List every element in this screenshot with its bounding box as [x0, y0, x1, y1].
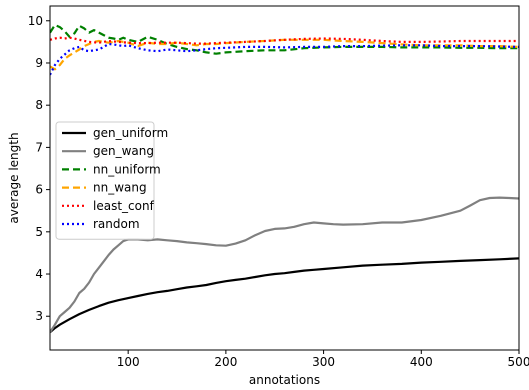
y-tick-label: 6 [35, 183, 43, 197]
x-tick-label: 500 [508, 355, 529, 369]
legend-label-gen-uniform: gen_uniform [93, 126, 168, 140]
series-line-nn-wang [50, 38, 519, 71]
plot-frame [49, 5, 520, 351]
x-tick-label: 300 [312, 355, 335, 369]
y-tick-label: 8 [35, 98, 43, 112]
legend-label-nn-wang: nn_wang [93, 181, 147, 195]
x-tick-label: 400 [410, 355, 433, 369]
legend-label-gen-wang: gen_wang [93, 144, 154, 158]
series-line-nn-uniform [50, 23, 519, 55]
axes-layer: 100 200 300 400 500 3 4 5 6 7 8 9 10 [28, 14, 529, 369]
y-axis-label: average length [7, 132, 21, 223]
series-line-gen-uniform [50, 257, 519, 334]
legend-label-least-conf: least_conf [93, 199, 155, 213]
y-tick-label: 4 [35, 267, 43, 281]
y-tick-label: 3 [35, 309, 43, 323]
x-tick-label: 200 [214, 355, 237, 369]
legend: gen_uniform gen_wang nn_uniform nn_wangleas… [55, 121, 168, 240]
y-tick-label: 9 [35, 56, 43, 70]
series-layer [50, 23, 519, 334]
series-line-gen-wang [50, 196, 519, 333]
legend-label-random: random [93, 217, 140, 231]
y-tick-label: 7 [35, 140, 43, 154]
y-tick-label: 10 [28, 14, 43, 28]
x-axis-label: annotations [249, 373, 320, 387]
y-tick-label: 5 [35, 225, 43, 239]
legend-label-nn-uniform: nn_uniform [93, 162, 161, 176]
x-tick-label: 100 [117, 355, 140, 369]
